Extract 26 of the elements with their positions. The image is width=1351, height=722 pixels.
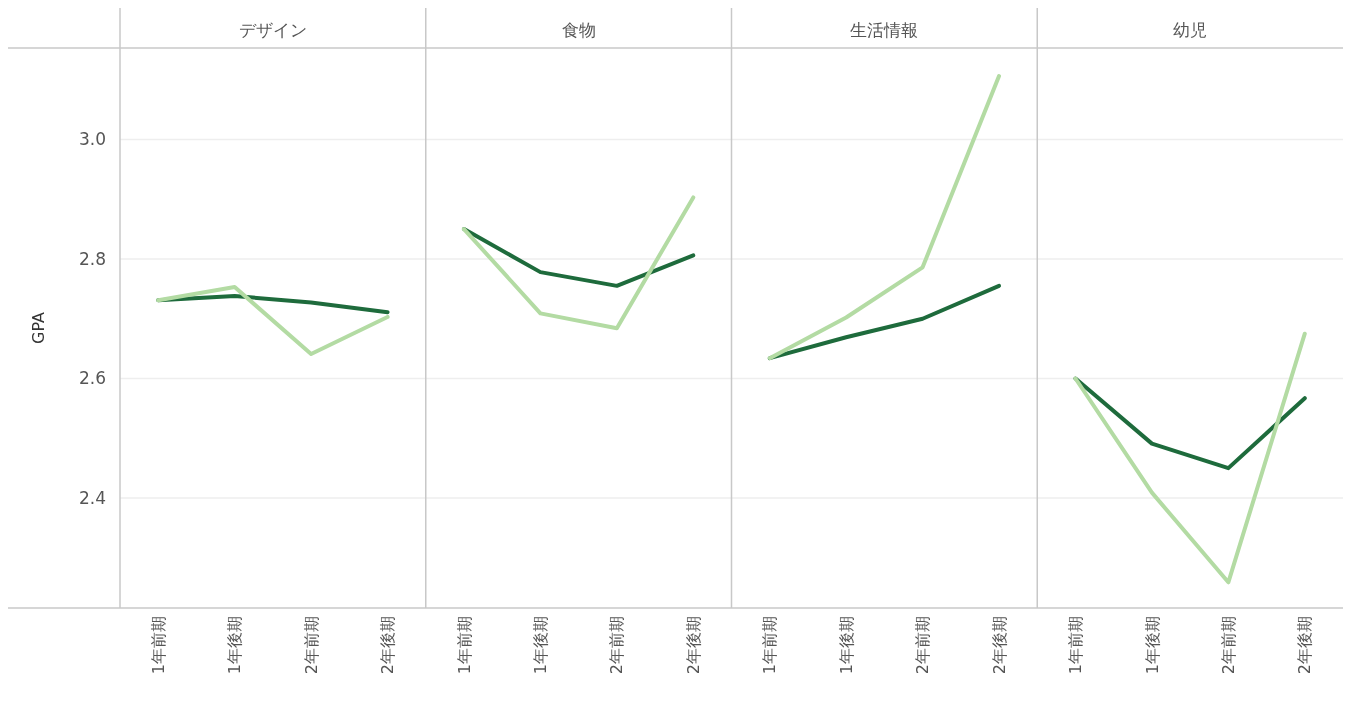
x-tick-label: 1年後期 <box>1142 616 1162 675</box>
x-tick-label: 2年前期 <box>913 616 933 675</box>
y-tick-label: 2.8 <box>78 248 106 269</box>
x-tick-label: 1年前期 <box>1066 616 1086 675</box>
x-tick-label: 1年後期 <box>531 616 551 675</box>
x-tick-label: 2年後期 <box>683 616 703 675</box>
chart-title: 生活情報 <box>850 20 919 40</box>
chart-title: 食物 <box>561 20 596 40</box>
x-tick-label: 1年前期 <box>148 616 168 675</box>
chart-title: デザイン <box>238 20 307 40</box>
y-tick-label: 2.4 <box>78 487 106 508</box>
x-tick-label: 1年前期 <box>760 616 780 675</box>
chart-title: 幼児 <box>1173 20 1208 40</box>
x-tick-label: 2年前期 <box>1218 616 1238 675</box>
y-tick-label: 3.0 <box>78 129 106 150</box>
y-tick-label: 2.6 <box>78 368 106 389</box>
x-tick-label: 2年後期 <box>989 616 1009 675</box>
x-tick-label: 2年前期 <box>301 616 321 675</box>
x-tick-label: 2年前期 <box>607 616 627 675</box>
x-tick-label: 1年後期 <box>836 616 856 675</box>
line-series <box>156 285 390 356</box>
y-axis-title: GPA <box>29 311 48 344</box>
x-tick-label: 2年後期 <box>378 616 398 675</box>
x-tick-label: 1年前期 <box>454 616 474 675</box>
x-tick-label: 1年後期 <box>225 616 245 675</box>
x-tick-label: 2年後期 <box>1295 616 1315 675</box>
